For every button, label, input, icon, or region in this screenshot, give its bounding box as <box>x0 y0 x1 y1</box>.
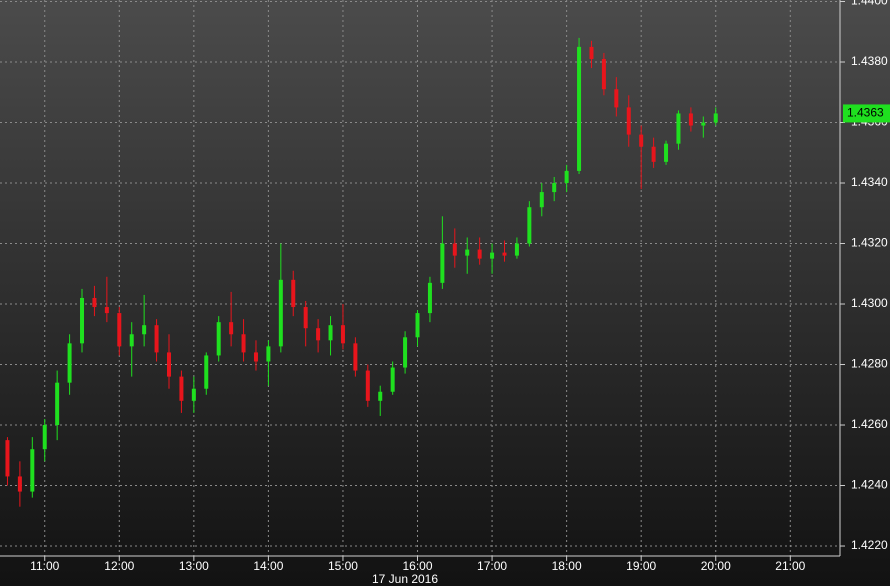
x-tick-label: 12:00 <box>104 559 134 573</box>
candle-body <box>539 192 544 208</box>
last-price-box <box>843 104 890 123</box>
y-tick-label: 1.4300 <box>851 296 888 310</box>
candle-body <box>713 113 718 123</box>
candle-body <box>92 297 97 308</box>
y-tick-label: 1.4380 <box>851 54 888 68</box>
candle-body <box>30 449 35 492</box>
candle-body <box>303 307 308 329</box>
candle-body <box>316 328 321 341</box>
candle-body <box>577 46 582 171</box>
date-label: 17 Jun 2016 <box>372 572 438 586</box>
candle-body <box>564 170 569 184</box>
candle-body <box>403 337 408 368</box>
y-tick-label: 1.4340 <box>851 175 888 189</box>
labels: 1.4220 1.4240 1.4260 1.4280 1.4300 1.4320 1.43… <box>30 0 890 573</box>
y-tick-label: 1.4400 <box>851 0 888 8</box>
candle-body <box>179 376 184 401</box>
candle-body <box>614 89 619 108</box>
candle-body <box>129 334 134 347</box>
candle-body <box>701 122 706 126</box>
candle-body <box>5 440 10 477</box>
candle-body <box>266 346 271 362</box>
candle-body <box>440 243 445 283</box>
candle-body <box>216 322 221 356</box>
y-tick-label: 1.4260 <box>851 417 888 431</box>
x-tick-label: 14:00 <box>253 559 283 573</box>
candle-body <box>291 279 296 308</box>
last-price-label: 1.4363 <box>847 106 884 120</box>
y-tick-label: 1.4320 <box>851 236 888 250</box>
candle-body <box>55 382 60 426</box>
candle-body <box>378 391 383 401</box>
x-tick-label: 19:00 <box>626 559 656 573</box>
candle-body <box>676 113 681 144</box>
candle-body <box>527 207 532 244</box>
candle-body <box>465 249 470 256</box>
candle-body <box>452 243 457 256</box>
candle-body <box>552 183 557 193</box>
candle-body <box>353 343 358 371</box>
candle-body <box>278 279 283 347</box>
x-tick-label: 21:00 <box>775 559 805 573</box>
candle-body <box>365 370 370 401</box>
candle-body <box>651 146 656 162</box>
x-tick-label: 13:00 <box>179 559 209 573</box>
y-tick-label: 1.4220 <box>851 538 888 552</box>
grid <box>0 0 840 556</box>
candle-body <box>117 313 122 347</box>
x-tick-label: 15:00 <box>328 559 358 573</box>
candle-body <box>340 325 345 344</box>
candle-body <box>589 46 594 59</box>
candle-body <box>390 367 395 392</box>
x-tick-label: 17:00 <box>477 559 507 573</box>
candle-body <box>626 107 631 135</box>
x-tick-label: 11:00 <box>30 559 59 573</box>
candle-body <box>688 113 693 126</box>
candle-body <box>191 388 196 401</box>
x-tick-label: 20:00 <box>701 559 731 573</box>
y-tick-label: 1.4280 <box>851 357 888 371</box>
candle-body <box>166 352 171 377</box>
candle-body <box>502 252 507 256</box>
candle-body <box>253 352 258 362</box>
candle-body <box>328 325 333 341</box>
x-tick-label: 16:00 <box>402 559 432 573</box>
candle-body <box>490 252 495 259</box>
candle-body <box>639 134 644 147</box>
candle-body <box>154 325 159 353</box>
candle-body <box>67 343 72 383</box>
candle-body <box>142 325 147 335</box>
candle-body <box>514 243 519 256</box>
candles <box>5 37 718 507</box>
x-tick-label: 18:00 <box>552 559 582 573</box>
candle-body <box>80 297 85 344</box>
candle-body <box>601 58 606 90</box>
y-tick-label: 1.4240 <box>851 478 888 492</box>
candle-body <box>104 307 109 314</box>
candle-body <box>427 282 432 314</box>
candle-body <box>204 355 209 389</box>
candle-body <box>229 322 234 335</box>
candle-body <box>477 249 482 259</box>
candle-body <box>415 313 420 338</box>
candle-body <box>241 334 246 353</box>
candle-body <box>17 476 22 492</box>
candle-body <box>664 143 669 162</box>
candle-body <box>42 425 47 450</box>
